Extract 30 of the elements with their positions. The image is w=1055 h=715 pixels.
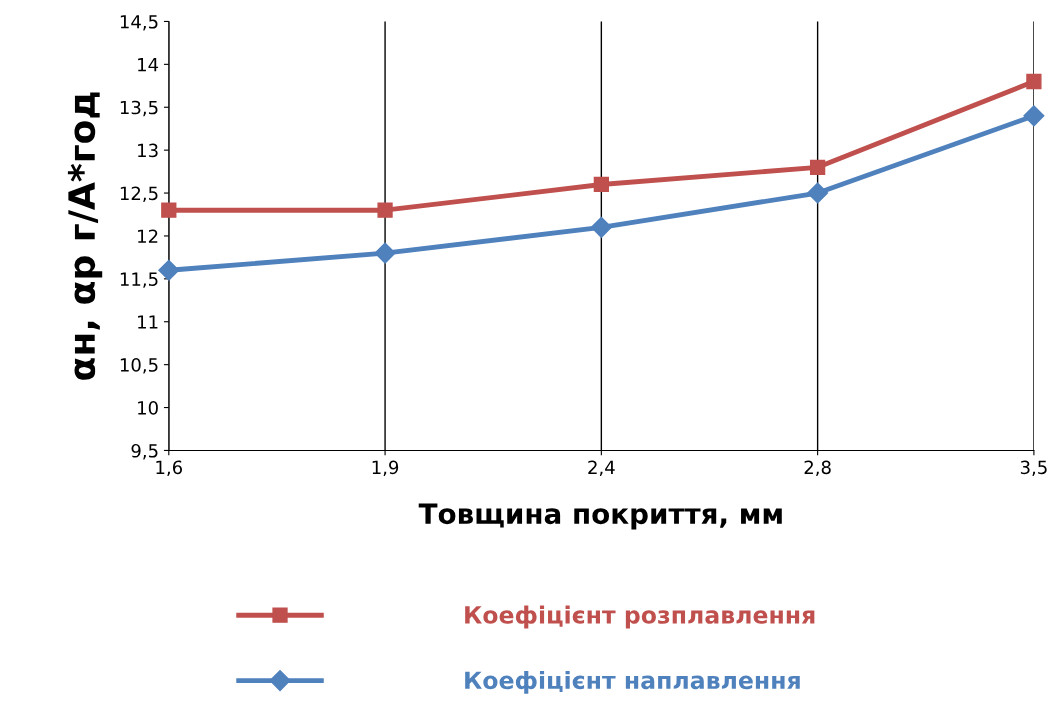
point	[374, 242, 396, 264]
x-axis-title: Товщина покриття, мм	[418, 503, 782, 530]
text: Коефіцієнт наплавлення	[465, 670, 800, 694]
y-tick-label: 12,5	[120, 186, 158, 203]
point	[809, 159, 826, 175]
y-tick-label: 11	[138, 315, 158, 329]
x-tick-label: 2,4	[588, 460, 615, 476]
y-tick-label: 14,5	[120, 15, 158, 31]
point	[161, 202, 177, 218]
point	[158, 259, 180, 281]
point	[593, 176, 609, 193]
y-tick-label: 10	[138, 401, 158, 415]
x-tick-label: 3,5	[1020, 460, 1047, 476]
point	[807, 182, 829, 204]
y-tick-label: 14	[138, 58, 159, 72]
x-tick-label: 1,9	[372, 460, 399, 476]
y-tick-label: 13	[138, 143, 158, 158]
y-axis-title: αн, αр г/А*год	[67, 92, 103, 380]
text: Коефіцієнт розплавлення	[465, 605, 815, 629]
x-tick-label: 2,8	[804, 460, 831, 476]
point	[377, 202, 393, 218]
point	[1023, 105, 1045, 127]
y-tick-label: 10,5	[120, 358, 158, 374]
point	[590, 216, 612, 238]
y-tick-label: 12	[138, 229, 158, 243]
y-tick-label: 9,5	[131, 443, 158, 460]
point	[1026, 73, 1042, 90]
y-tick-label: 13,5	[120, 100, 158, 117]
x-tick-label: 1,6	[156, 460, 183, 476]
y-tick-label: 11,5	[120, 272, 158, 288]
